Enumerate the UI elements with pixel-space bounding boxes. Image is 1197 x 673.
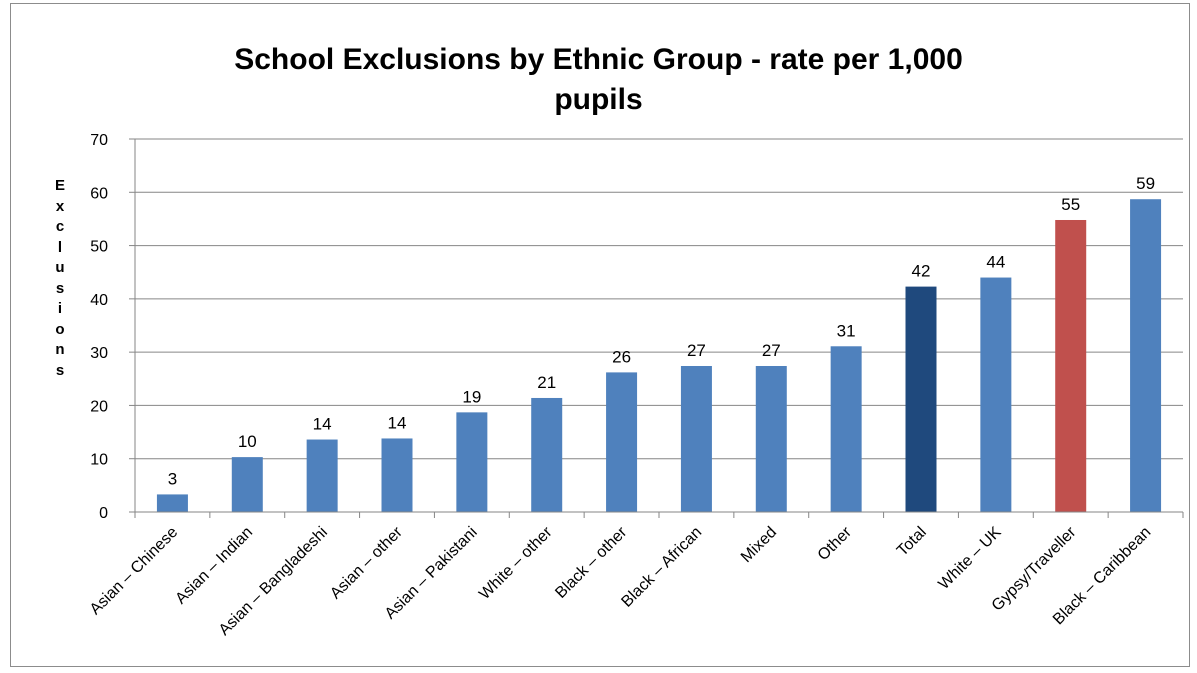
y-tick-label: 10: [90, 452, 108, 469]
x-tick-label: Total: [894, 524, 930, 560]
bar: [156, 494, 188, 512]
data-label: 3: [168, 469, 177, 488]
bar: [1055, 219, 1087, 512]
x-tick-label: Asian – Indian: [172, 524, 256, 608]
bars: [156, 199, 1162, 512]
bar: [306, 439, 338, 512]
bar: [231, 457, 263, 512]
bar: [456, 412, 488, 512]
bar: [905, 286, 937, 512]
data-label: 10: [238, 432, 257, 451]
data-label: 14: [313, 415, 332, 434]
x-tick-label: Mixed: [738, 524, 780, 566]
data-label: 42: [912, 262, 931, 281]
x-tick-label: Other: [815, 523, 856, 564]
gridlines: [135, 138, 1183, 460]
data-label: 27: [762, 341, 781, 360]
x-tick-label: Asian – other: [327, 523, 406, 602]
axes: [134, 139, 1184, 518]
data-labels: 3 10 14 14 19 21 26 27 27 31 42 44 55 59: [168, 174, 1155, 488]
bar: [381, 438, 413, 512]
y-tick-label: 60: [90, 185, 108, 202]
x-tick-label: Asian – Chinese: [87, 524, 181, 618]
data-label: 31: [837, 321, 856, 340]
bar: [531, 397, 563, 512]
chart-title: School Exclusions by Ethnic Group - rate…: [234, 43, 963, 116]
bar: [830, 346, 862, 512]
bar: [980, 277, 1012, 512]
x-tick-label: White – other: [476, 523, 556, 603]
y-tick-label: 50: [90, 239, 108, 256]
data-label: 27: [687, 341, 706, 360]
y-tick-label: 40: [90, 292, 108, 309]
y-tick-label: 70: [90, 132, 108, 149]
data-label: 19: [462, 387, 481, 406]
x-tick-label: Black – African: [618, 524, 705, 611]
data-label: 26: [612, 347, 631, 366]
bar: [1130, 199, 1162, 512]
y-tick-label: 30: [90, 345, 108, 362]
data-label: 44: [986, 253, 1005, 272]
x-tick-label: White – UK: [935, 524, 1004, 593]
y-tick-label: 0: [99, 505, 108, 522]
data-label: 55: [1061, 195, 1080, 214]
data-label: 59: [1136, 174, 1155, 193]
y-axis-ticks: 0 10 20 30 40 50 60 70: [90, 132, 135, 522]
bar: [680, 365, 712, 512]
data-label: 21: [537, 373, 556, 392]
y-tick-label: 20: [90, 398, 108, 415]
bar: [606, 372, 638, 512]
bar: [755, 365, 787, 512]
x-tick-label: Black – other: [552, 523, 631, 602]
data-label: 14: [388, 413, 407, 432]
